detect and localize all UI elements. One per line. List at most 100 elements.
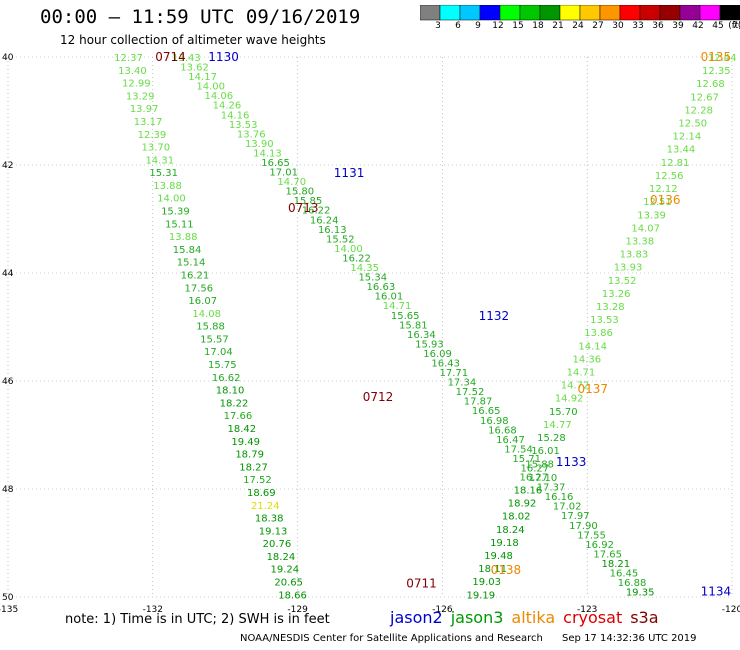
wave-height-value: 16.62 xyxy=(212,373,241,384)
wave-height-value: 12.37 xyxy=(114,53,143,64)
wave-height-value: 13.38 xyxy=(625,236,654,247)
wave-height-value: 13.29 xyxy=(126,91,155,102)
color-scale-label: 15 xyxy=(512,21,524,31)
wave-height-value: 14.35 xyxy=(350,263,379,274)
wave-height-value: 20.76 xyxy=(263,539,292,550)
wave-height-value: 13.26 xyxy=(602,289,631,300)
wave-height-value: 14.36 xyxy=(572,354,601,365)
wave-height-value: 18.69 xyxy=(247,488,276,499)
wave-height-value: 16.65 xyxy=(472,406,501,417)
wave-height-value: 19.48 xyxy=(484,551,513,562)
color-scale-bar xyxy=(420,5,740,21)
wave-height-value: 15.52 xyxy=(326,234,355,245)
pass-time-label: 0714 xyxy=(155,50,186,64)
wave-height-value: 16.22 xyxy=(302,206,331,217)
wave-height-value: 17.54 xyxy=(504,444,533,455)
wave-height-value: 13.97 xyxy=(130,104,159,115)
wave-height-value: 14.00 xyxy=(157,194,186,205)
pass-time-label: 0138 xyxy=(491,563,522,577)
wave-height-value: 16.27 xyxy=(520,463,549,474)
pass-time-label: 1132 xyxy=(479,309,510,323)
footer: NOAA/NESDIS Center for Satellite Applica… xyxy=(240,633,697,644)
wave-height-value: 21.24 xyxy=(251,501,280,512)
wave-height-value: 16.63 xyxy=(367,282,396,293)
wave-height-value: 15.34 xyxy=(358,273,387,284)
color-scale-label: 21 xyxy=(552,21,564,31)
wave-height-value: 15.57 xyxy=(200,334,229,345)
pass-time-label: 0137 xyxy=(578,382,609,396)
wave-height-value: 14.71 xyxy=(383,301,412,312)
wave-height-value: 16.34 xyxy=(407,330,436,341)
wave-height-value: 15.75 xyxy=(208,360,237,371)
wave-height-value: 14.08 xyxy=(192,309,221,320)
chart-subtitle: 12 hour collection of altimeter wave hei… xyxy=(60,33,326,47)
wave-height-value: 15.65 xyxy=(391,311,420,322)
wave-height-value: 19.35 xyxy=(626,588,655,599)
wave-height-value: 14.17 xyxy=(188,72,217,83)
color-scale-label: 6 xyxy=(455,21,461,31)
wave-height-value: 17.90 xyxy=(569,521,598,532)
pass-time-label: 1134 xyxy=(701,585,732,599)
wave-height-value: 19.24 xyxy=(270,565,299,576)
color-scale-label: 3 xyxy=(435,21,441,31)
wave-height-value: 13.53 xyxy=(229,120,258,131)
wave-height-value: 15.71 xyxy=(512,454,541,465)
color-scale-label: 33 xyxy=(632,21,644,31)
wave-height-value: 12.51 xyxy=(643,197,672,208)
lon-tick-label: -123 xyxy=(577,605,597,615)
wave-height-value: 16.13 xyxy=(318,225,347,236)
color-scale-label: 24 xyxy=(572,21,584,31)
wave-height-value: 18.21 xyxy=(602,559,631,570)
wave-height-value: 19.18 xyxy=(490,538,519,549)
pass-time-label: 0135 xyxy=(701,50,732,64)
wave-height-value: 17.04 xyxy=(204,347,233,358)
wave-height-value: 16.68 xyxy=(488,425,517,436)
wave-height-value: 13.76 xyxy=(237,129,266,140)
color-scale-label: 45 xyxy=(712,21,724,31)
wave-height-value: 15.31 xyxy=(149,168,178,179)
wave-height-value: 12.67 xyxy=(690,92,719,103)
wave-height-value: 15.14 xyxy=(177,258,206,269)
lon-tick-label: -135 xyxy=(0,605,18,615)
wave-height-value: 14.07 xyxy=(631,223,660,234)
color-scale-label: 9 xyxy=(475,21,481,31)
wave-height-value: 16.22 xyxy=(342,253,371,264)
wave-height-value: 14.71 xyxy=(567,368,596,379)
lon-tick-label: -129 xyxy=(287,605,308,615)
wave-height-value: 17.01 xyxy=(269,168,298,179)
wave-height-value: 18.16 xyxy=(514,485,543,496)
wave-height-value: 18.22 xyxy=(220,398,249,409)
wave-height-value: 14.31 xyxy=(145,155,174,166)
wave-height-value: 13.17 xyxy=(134,117,163,128)
pass-time-label: 0713 xyxy=(288,201,319,215)
chart-title: 00:00 – 11:59 UTC 09/16/2019 xyxy=(40,6,361,28)
wave-height-value: 12.56 xyxy=(655,171,684,182)
wave-height-value: 13.88 xyxy=(153,181,182,192)
wave-height-value: 16.98 xyxy=(480,416,509,427)
wave-height-value: 14.72 xyxy=(561,381,590,392)
wave-height-value: 16.27 xyxy=(520,472,549,483)
wave-height-value: 12.12 xyxy=(649,184,678,195)
wave-height-value: 17.52 xyxy=(243,475,272,486)
pass-time-label: 0136 xyxy=(650,193,681,207)
wave-height-value: 15.88 xyxy=(525,459,554,470)
lon-tick-label: -120 xyxy=(722,605,740,615)
wave-height-value: 13.53 xyxy=(590,315,619,326)
wave-height-value: 15.93 xyxy=(415,339,444,350)
wave-height-value: 15.11 xyxy=(165,219,194,230)
color-swatch xyxy=(719,5,740,21)
wave-height-value: 13.90 xyxy=(245,139,274,150)
wave-height-value: 17.97 xyxy=(561,511,590,522)
wave-height-value: 16.21 xyxy=(181,270,210,281)
legend-item-jason3: jason3 xyxy=(450,608,504,627)
wave-height-value: 14.16 xyxy=(221,110,250,121)
wave-height-value: 13.40 xyxy=(118,66,147,77)
wave-height-value: 15.70 xyxy=(549,407,578,418)
wave-height-value: 14.70 xyxy=(277,177,306,188)
lat-tick-label: 44 xyxy=(2,269,14,279)
wave-height-value: 14.00 xyxy=(334,244,363,255)
wave-height-value: 13.62 xyxy=(180,63,209,74)
wave-height-value: 18.24 xyxy=(496,525,525,536)
color-scale-labels: 36912151821242730333639424570(ft) xyxy=(420,21,740,35)
wave-height-value: 16.47 xyxy=(496,435,525,446)
